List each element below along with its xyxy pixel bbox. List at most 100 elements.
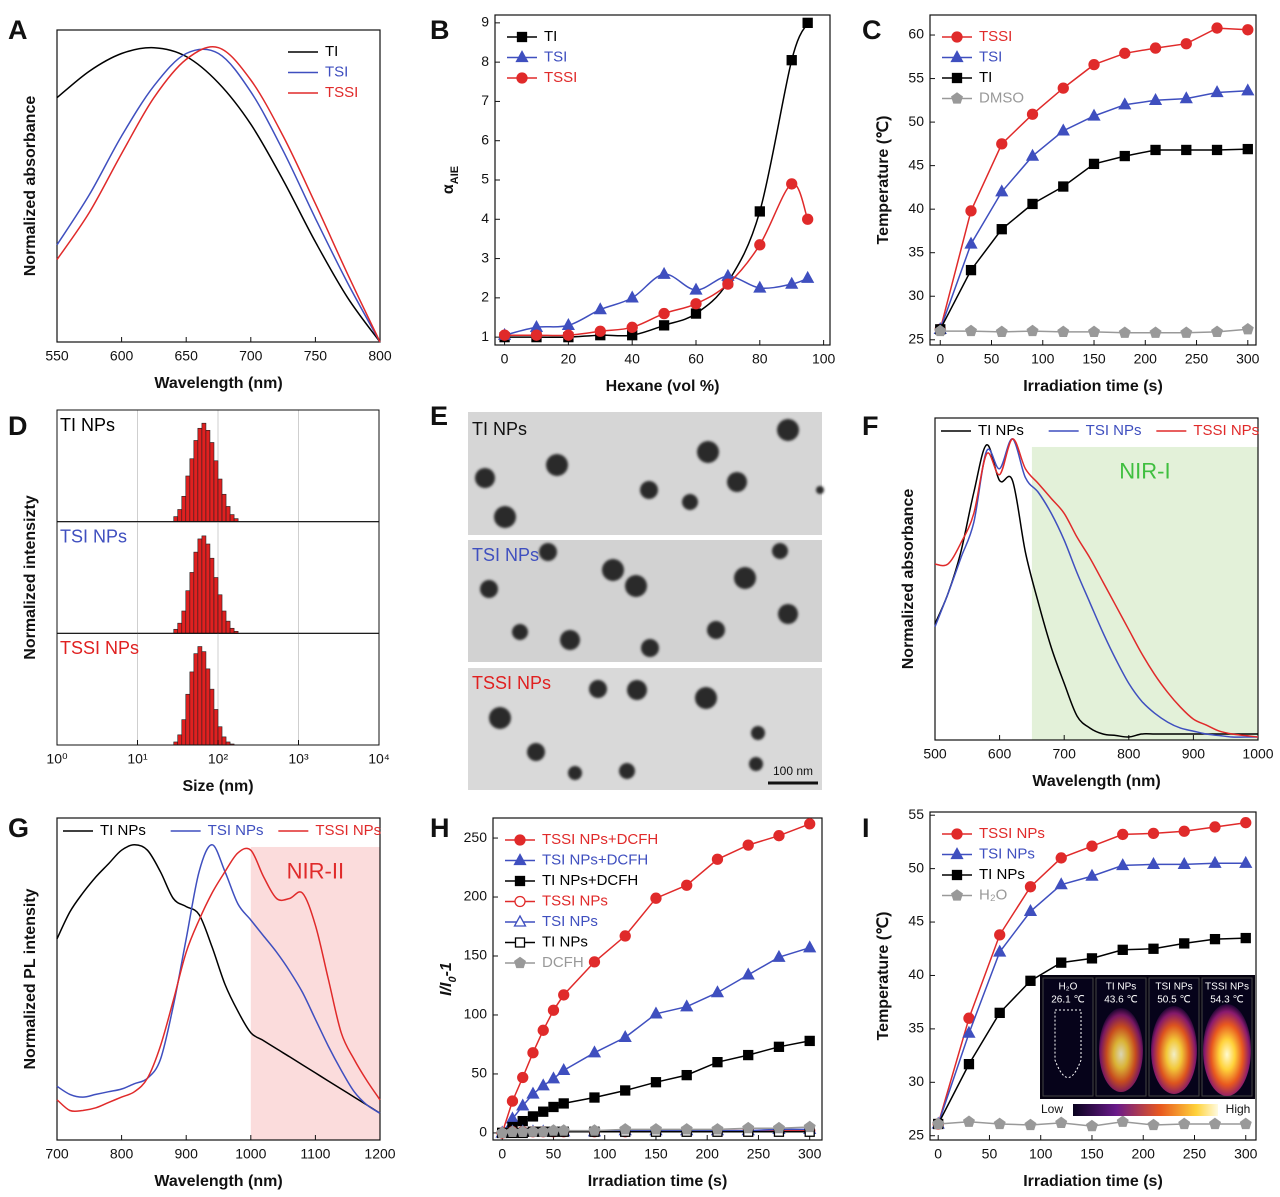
- histogram-bar: [181, 495, 187, 522]
- legend-label: TI: [544, 28, 557, 45]
- histogram-bar: [193, 440, 199, 522]
- colorbar: [1073, 1104, 1218, 1116]
- marker: [1118, 97, 1132, 110]
- x-tick-label: 1100: [300, 1146, 330, 1162]
- y-label-sub: 0: [447, 976, 459, 983]
- marker: [965, 264, 977, 276]
- legend-label: TI: [979, 69, 992, 86]
- marker: [1241, 323, 1254, 335]
- histogram-bar: [209, 557, 215, 634]
- marker: [743, 1049, 754, 1061]
- marker: [562, 329, 575, 341]
- marker: [1240, 932, 1251, 944]
- marker: [1178, 1117, 1191, 1130]
- marker: [1086, 953, 1098, 964]
- marker: [932, 1117, 945, 1130]
- marker: [786, 178, 798, 190]
- inset-temp: 50.5 ℃: [1157, 995, 1190, 1006]
- marker: [537, 1024, 549, 1036]
- x-tick-label: 200: [1134, 351, 1158, 367]
- marker: [1147, 827, 1160, 840]
- histogram-bar: [193, 653, 199, 746]
- marker: [1208, 1117, 1221, 1130]
- particles: [475, 419, 824, 780]
- y-axis-label: Normalized PL intensity: [22, 888, 39, 1069]
- x-tick-label: 100: [593, 1146, 617, 1162]
- marker: [1085, 1119, 1098, 1132]
- marker: [1211, 22, 1223, 34]
- marker: [995, 325, 1008, 338]
- marker: [803, 940, 817, 953]
- x-tick-label: 150: [1082, 351, 1106, 367]
- image-label: TSI NPs: [472, 545, 539, 565]
- marker: [1181, 144, 1192, 156]
- legend-label: TI NPs: [542, 933, 588, 950]
- x-tick-label: 700: [45, 1146, 69, 1162]
- marker: [754, 239, 766, 251]
- histogram-bar: [177, 509, 183, 522]
- panel-letter: B: [430, 15, 450, 45]
- marker: [951, 869, 963, 881]
- x-tick-label: 10¹: [127, 751, 148, 767]
- x-tick-label: 10⁴: [368, 751, 390, 767]
- panel-letter: F: [862, 411, 879, 441]
- marker: [513, 853, 527, 866]
- marker: [994, 929, 1006, 941]
- heat-spot: [1203, 1004, 1251, 1096]
- histogram-bar: [225, 620, 231, 634]
- legend-label: H₂O: [979, 886, 1007, 903]
- legend-label: TSI NPs+DCFH: [542, 851, 648, 868]
- legend-label: TI NPs: [100, 822, 146, 839]
- series-line: [939, 90, 1248, 330]
- x-tick-label: 150: [644, 1146, 668, 1162]
- y-tick-label: 35: [908, 243, 924, 259]
- marker: [625, 290, 639, 303]
- marker: [951, 889, 963, 901]
- marker: [1179, 938, 1190, 949]
- histogram-bar: [201, 535, 207, 634]
- x-tick-label: 250: [747, 1146, 771, 1162]
- y-tick-label: 45: [908, 156, 924, 172]
- legend-label: TSSI: [979, 28, 1012, 45]
- marker: [803, 1120, 816, 1133]
- y-tick-label: 2: [481, 289, 489, 305]
- marker: [548, 1101, 559, 1113]
- x-tick-label: 800: [1117, 746, 1141, 762]
- marker: [680, 999, 694, 1012]
- inset-temp: 43.6 ℃: [1104, 995, 1137, 1006]
- histogram-bar: [217, 478, 223, 522]
- series-line: [504, 273, 808, 336]
- x-axis-label: Wavelength (nm): [1032, 773, 1160, 790]
- marker: [1209, 821, 1221, 833]
- tem-images: E TI NPs TSI NPs TSSI NPs 100 nm: [430, 401, 824, 790]
- marker: [741, 967, 755, 980]
- y-tick-label: 35: [908, 1020, 924, 1036]
- series-line: [56, 46, 381, 343]
- legend-label: TI NPs: [979, 866, 1025, 883]
- histogram-bar: [177, 622, 183, 634]
- histogram-bar: [213, 709, 219, 746]
- marker: [690, 308, 702, 319]
- histogram-bar: [201, 422, 207, 522]
- y-tick-label: 55: [908, 69, 924, 85]
- x-tick-label: 40: [624, 351, 640, 367]
- marker: [1116, 858, 1130, 871]
- marker: [804, 1035, 815, 1047]
- x-tick-label: 900: [175, 1146, 199, 1162]
- marker: [996, 138, 1008, 150]
- marker: [619, 930, 631, 942]
- highlight-band: [1031, 446, 1258, 740]
- marker: [1088, 325, 1101, 338]
- marker: [513, 914, 527, 927]
- x-tick-label: 900: [1182, 746, 1206, 762]
- legend-label: TI NPs: [978, 422, 1024, 439]
- legend-label: DMSO: [979, 89, 1024, 106]
- marker: [514, 875, 526, 887]
- x-tick-label: 700: [1053, 746, 1077, 762]
- marker: [526, 1086, 540, 1099]
- marker: [658, 320, 670, 331]
- marker: [754, 206, 765, 217]
- legend-label: TSI NPs: [542, 913, 598, 930]
- x-tick-label: 300: [1234, 1146, 1258, 1162]
- y-tick-label: 100: [464, 1006, 488, 1022]
